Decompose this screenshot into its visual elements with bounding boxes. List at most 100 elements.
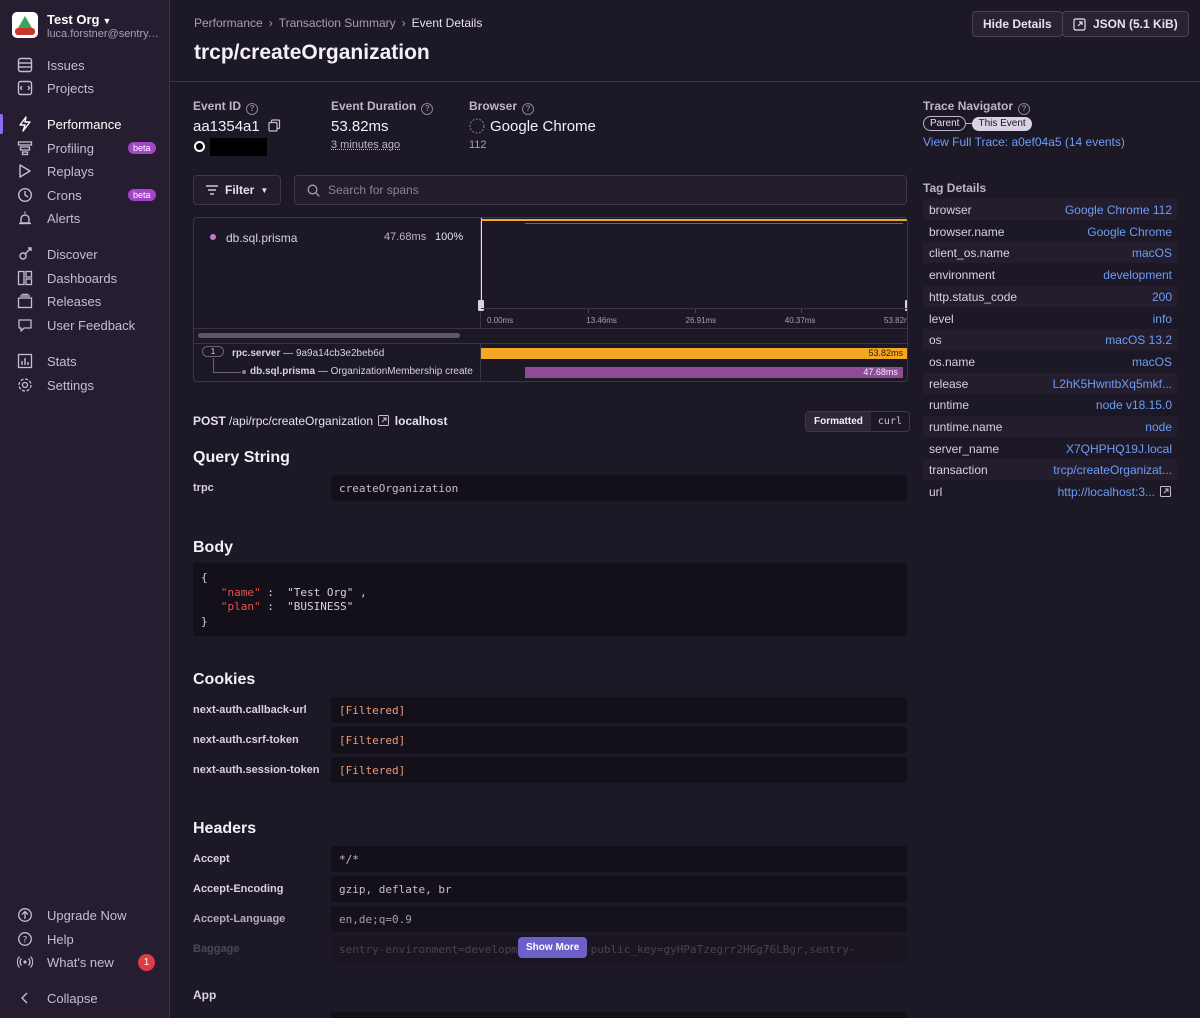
question-icon[interactable]: ? [246,103,259,115]
tag-value[interactable]: Google Chrome [1087,224,1172,239]
tag-row: runtime node v18.15.0 [923,394,1177,415]
sidebar-item-label: Collapse [47,991,98,1006]
minimap-handle-left[interactable] [481,218,482,308]
tag-value[interactable]: macOS 13.2 [1105,333,1172,348]
minimap-handle-right[interactable] [907,218,908,308]
collapse-icon [21,992,28,1004]
breadcrumb-transaction-summary[interactable]: Transaction Summary [278,16,396,30]
tag-key: release [929,376,969,391]
open-external-icon[interactable] [378,415,390,426]
upgrade-icon [18,908,32,922]
question-icon[interactable]: ? [421,103,434,115]
redacted-block [210,138,267,156]
tag-value[interactable]: development [1103,268,1172,283]
timeline-tick-label: 0.00ms [487,316,514,325]
search-icon [307,184,320,197]
tag-value[interactable]: info [1152,311,1172,326]
sidebar-item-issues[interactable]: Issues [0,54,170,76]
drag-handle-right[interactable] [905,300,907,311]
alerts-icon [19,211,31,225]
sidebar-item-alerts[interactable]: Alerts [0,207,170,229]
event-time-ago[interactable]: 3 minutes ago [331,139,401,151]
headers-title: Headers [193,820,257,837]
page-title: trcp/createOrganization [194,41,430,64]
notification-count-badge: 1 [138,954,155,971]
tag-value[interactable]: macOS [1131,354,1172,369]
tag-key: url [929,485,943,500]
question-icon[interactable]: ? [1018,103,1031,115]
horizontal-scrollbar[interactable] [198,333,460,338]
sidebar-item-label: What's new [47,955,114,970]
sidebar-item-help[interactable]: ? Help [0,928,170,950]
filter-icon [206,185,218,195]
span-row-label[interactable]: db.sql.prisma — OrganizationMembership c… [250,366,473,377]
trace-breadcrumb: Parent This Event [923,116,1032,131]
open-external-icon[interactable] [1160,486,1171,498]
releases-icon [17,293,33,309]
sidebar-item-label: Performance [47,117,122,132]
sidebar-item-label: Settings [47,378,94,393]
sidebar-item-upgrade-now[interactable]: Upgrade Now [0,904,170,926]
filter-dropdown-button[interactable]: Filter ▼ [193,175,281,205]
curl-tab[interactable]: curl [877,416,902,427]
tag-value[interactable]: X7QHPHQ19J.local [1065,441,1172,456]
sidebar-item-label: Discover [47,247,98,262]
sidebar-item-dashboards[interactable]: Dashboards [0,267,170,289]
sidebar-item-releases[interactable]: Releases [0,290,170,312]
sidebar-item-profiling[interactable]: Profiling beta [0,137,170,159]
tag-value[interactable]: http://localhost:3... [1057,485,1155,500]
span-children-count-toggle[interactable]: 1 [202,346,224,357]
sidebar-item-projects[interactable]: Projects [0,77,170,99]
tag-value[interactable]: macOS [1131,246,1172,261]
tag-row: release L2hK5HwntbXq5mkf... [923,372,1177,394]
trace-this-event-pill: This Event [972,116,1032,131]
tag-value[interactable]: trcp/createOrganizat... [1053,463,1172,478]
copy-icon[interactable] [268,119,281,132]
sidebar-item-performance[interactable]: Performance [0,113,170,135]
tag-value[interactable]: Google Chrome 112 [1064,203,1172,217]
sidebar-item-user-feedback[interactable]: User Feedback [0,314,170,336]
chevron-right-icon: › [268,16,273,30]
tag-key: transaction [929,463,988,478]
span-bar-rpc-server[interactable]: 53.82ms [481,348,907,359]
hide-details-button[interactable]: Hide Details [972,11,1063,37]
question-icon[interactable]: ? [522,103,535,115]
sidebar-item-label: Stats [47,354,77,369]
org-name: Test Org [47,12,100,27]
sidebar-item-whats-new[interactable]: What's new 1 [0,951,170,973]
tag-value[interactable]: node v18.15.0 [1095,398,1172,413]
tag-value[interactable]: node [1145,420,1172,434]
filter-label: Filter [225,183,255,197]
tag-value[interactable]: 200 [1151,289,1172,304]
span-search-input[interactable] [328,183,888,197]
header-value: gzip, deflate, br [331,876,907,902]
sidebar-item-discover[interactable]: Discover [0,243,170,265]
view-full-trace-link[interactable]: View Full Trace: a0ef04a5 (14 events) [923,135,1125,149]
sidebar-item-label: Projects [47,81,94,96]
minimap[interactable] [478,218,908,328]
beta-badge: beta [128,142,156,154]
request-line: POST /api/rpc/createOrganization localho… [193,414,447,428]
span-row-label[interactable]: rpc.server — 9a9a14cb3e2beb6d [232,348,385,359]
tag-key: os [929,333,942,348]
tag-value[interactable]: L2hK5HwntbXq5mkf... [1052,376,1172,391]
sidebar-item-stats[interactable]: Stats [0,350,170,372]
sidebar-item-replays[interactable]: Replays [0,160,170,182]
json-button[interactable]: JSON (5.1 KiB) [1062,11,1189,37]
tag-row: http.status_code 200 [923,285,1177,307]
drag-handle-left[interactable] [478,300,484,311]
sidebar-item-settings[interactable]: Settings [0,374,170,396]
tag-row: environment development [923,264,1177,285]
sidebar-item-crons[interactable]: Crons beta [0,184,170,206]
breadcrumb-performance[interactable]: Performance [194,16,263,30]
timeline-tick-label: 13.46ms [586,316,617,325]
trace-parent-pill[interactable]: Parent [923,116,967,131]
beta-badge: beta [128,189,156,201]
sidebar-collapse-button[interactable]: Collapse [0,987,170,1009]
formatted-tab[interactable]: Formatted [806,412,871,431]
span-bar-db-sql-prisma[interactable]: 47.68ms [524,367,903,378]
span-bar-duration: 47.68ms [863,367,898,377]
show-more-button[interactable]: Show More [518,937,588,958]
app-title: App [193,988,217,1002]
org-switcher[interactable]: Test Org ▼ luca.forstner@sentry.io [12,12,162,42]
